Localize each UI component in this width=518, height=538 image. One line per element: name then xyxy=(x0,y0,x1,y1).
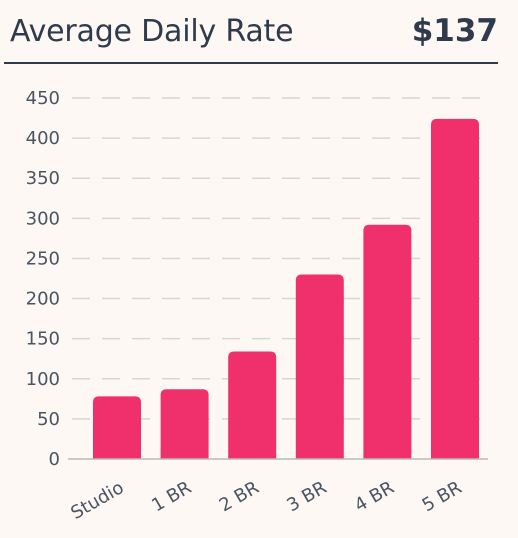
y-tick-label: 450 xyxy=(26,88,60,109)
card-title: Average Daily Rate xyxy=(10,14,294,49)
y-tick-label: 0 xyxy=(49,449,60,470)
x-tick-label: 2 BR xyxy=(216,477,263,516)
bar-1-br xyxy=(160,389,209,459)
x-tick-label: Studio xyxy=(67,477,127,524)
bar-3-br xyxy=(295,274,344,459)
bar-4-br xyxy=(363,224,412,459)
y-tick-label: 100 xyxy=(26,369,60,390)
y-tick-label: 350 xyxy=(26,168,60,189)
bar-5-br xyxy=(431,118,479,459)
y-tick-label: 250 xyxy=(26,248,60,269)
bar-2-br xyxy=(228,351,277,459)
average-daily-rate-value: $137 xyxy=(411,13,498,49)
bar-studio xyxy=(93,396,141,459)
y-tick-label: 400 xyxy=(26,128,60,149)
y-tick-label: 200 xyxy=(26,289,60,310)
x-tick-label: 1 BR xyxy=(148,477,195,516)
y-tick-label: 50 xyxy=(37,409,60,430)
x-tick-label: 4 BR xyxy=(351,477,398,516)
y-tick-label: 300 xyxy=(26,208,60,229)
x-tick-label: 5 BR xyxy=(419,477,466,516)
card-header: Average Daily Rate $137 xyxy=(4,0,498,64)
y-tick-label: 150 xyxy=(26,329,60,350)
x-tick-label: 3 BR xyxy=(283,477,330,516)
